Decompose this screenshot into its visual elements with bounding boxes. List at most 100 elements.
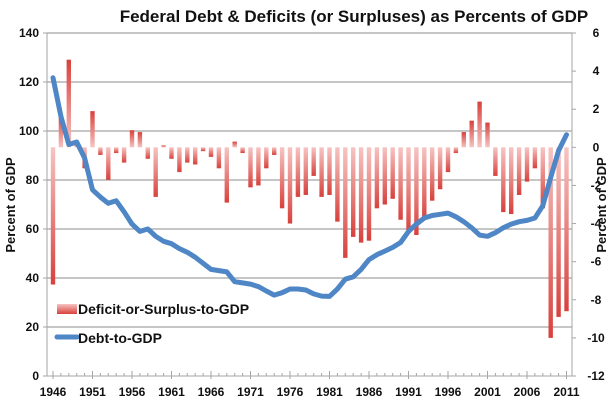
deficit-bar (240, 147, 245, 154)
deficit-bar (303, 147, 308, 195)
deficit-bar (193, 147, 198, 165)
right-tick-label: -12 (587, 369, 605, 383)
left-axis-label: Percent of GDP (3, 157, 18, 253)
x-tick-label: 1966 (198, 385, 225, 399)
right-tick-label: -8 (591, 293, 602, 307)
deficit-bar (343, 147, 348, 258)
deficit-bar (200, 147, 206, 152)
deficit-bar (509, 147, 514, 215)
deficit-bar (422, 147, 427, 220)
deficit-bar (382, 147, 387, 205)
right-tick-label: 4 (593, 64, 600, 78)
deficit-bar (453, 147, 459, 154)
right-tick-label: -6 (591, 255, 602, 269)
deficit-bar (516, 147, 522, 195)
deficit-bar (121, 147, 127, 163)
deficit-bar (493, 147, 498, 176)
deficit-bar (50, 147, 56, 285)
legend-label-debt: Debt-to-GDP (78, 330, 162, 346)
deficit-bar (445, 147, 451, 173)
deficit-bar (430, 147, 435, 201)
deficit-bar (90, 111, 95, 148)
left-axis: 0 20 40 60 80 100 120 140 (19, 26, 48, 383)
deficit-bar (287, 147, 293, 224)
deficit-bar (232, 141, 237, 148)
deficit-bar (414, 147, 419, 235)
x-tick-label: 2001 (474, 385, 501, 399)
x-tick-label: 1986 (356, 385, 383, 399)
deficit-bar (137, 132, 143, 148)
deficit-bar (319, 147, 324, 197)
deficit-bar (169, 147, 174, 159)
right-tick-label: -4 (591, 217, 602, 231)
legend: Deficit-or-Surplus-to-GDP Debt-to-GDP (54, 301, 249, 346)
x-tick-label: 1996 (435, 385, 462, 399)
legend-label-deficit: Deficit-or-Surplus-to-GDP (78, 301, 249, 317)
gridlines (47, 32, 572, 328)
deficit-bar (532, 147, 538, 169)
right-axis: -12 -10 -8 -6 -4 -2 0 2 4 6 (571, 26, 605, 383)
legend-swatch-deficit (57, 304, 77, 314)
deficit-bar (145, 147, 150, 159)
x-tick-label: 1971 (237, 385, 264, 399)
deficit-bar (295, 147, 301, 197)
deficit-bar (153, 147, 158, 197)
deficit-bar (477, 101, 482, 148)
right-axis-label: Percent of GDP (594, 157, 609, 253)
deficit-bar (366, 147, 372, 241)
deficit-bar (406, 147, 411, 234)
deficit-bar (279, 147, 285, 209)
deficit-bar (437, 147, 443, 190)
deficit-bar (264, 147, 269, 169)
x-tick-label: 1961 (158, 385, 185, 399)
deficit-bar (106, 147, 111, 180)
deficit-bar (161, 145, 166, 148)
left-tick-label: 60 (26, 222, 40, 236)
x-tick-label: 1956 (119, 385, 146, 399)
x-axis: 1946 1951 1956 1961 1966 1971 1976 1981 1986 1991… (40, 371, 580, 399)
deficit-bar (129, 130, 135, 148)
deficit-bar (335, 147, 340, 222)
deficit-bar (248, 147, 253, 188)
left-tick-label: 80 (26, 173, 40, 187)
left-tick-label: 120 (19, 75, 39, 89)
chart-title: Federal Debt & Deficits (or Surpluses) a… (120, 7, 589, 26)
left-tick-label: 100 (19, 124, 39, 138)
x-tick-label: 1991 (395, 385, 422, 399)
deficit-bar (548, 147, 553, 338)
deficit-bar (390, 147, 395, 199)
deficit-bar (398, 147, 403, 220)
deficit-bar (256, 147, 261, 186)
debt-line (50, 75, 569, 299)
right-tick-label: -2 (591, 178, 602, 192)
left-tick-label: 40 (26, 271, 40, 285)
deficit-bar (524, 147, 530, 182)
deficit-bar (564, 147, 569, 312)
deficit-bar (58, 114, 64, 148)
deficit-bar (374, 147, 380, 209)
x-tick-label: 1951 (79, 385, 106, 399)
left-tick-label: 0 (32, 369, 39, 383)
deficit-bar (461, 132, 466, 148)
deficit-bar (311, 147, 316, 176)
x-tick-label: 1976 (277, 385, 304, 399)
left-tick-label: 140 (19, 26, 39, 40)
deficit-bar (556, 147, 561, 317)
deficit-bar (216, 147, 222, 169)
deficit-bar (351, 147, 356, 237)
x-tick-label: 1946 (40, 385, 67, 399)
right-tick-label: -10 (587, 331, 605, 345)
deficit-bar (208, 147, 214, 157)
x-tick-label: 1981 (316, 385, 343, 399)
right-tick-label: 2 (593, 102, 600, 116)
x-tick-label: 2006 (514, 385, 541, 399)
deficit-bar (98, 147, 103, 155)
deficit-bar (224, 147, 229, 203)
x-tick-label: 2011 (553, 385, 579, 399)
deficit-bar (177, 147, 182, 173)
deficit-bar (66, 59, 71, 148)
deficit-bar (501, 147, 506, 213)
right-tick-label: 6 (593, 26, 600, 40)
right-tick-label: 0 (593, 140, 600, 154)
